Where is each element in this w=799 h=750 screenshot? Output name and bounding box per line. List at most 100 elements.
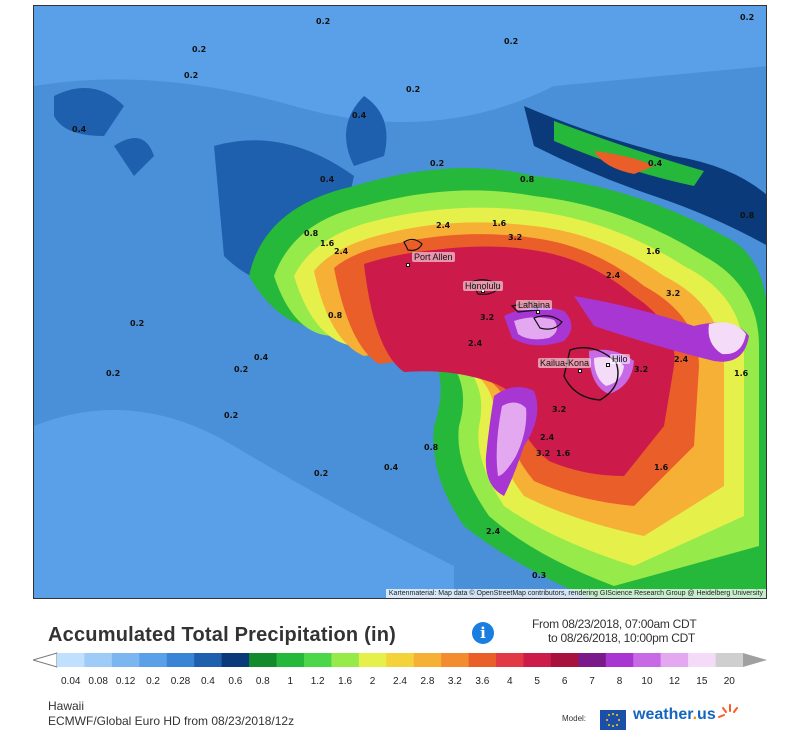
legend-label: 1.2 (310, 676, 325, 687)
contour-label: 0.2 (504, 37, 518, 46)
city-label-port-allen: Port Allen (412, 252, 455, 262)
contour-label: 3.2 (666, 289, 680, 298)
legend-swatch (633, 653, 662, 667)
period-from: From 08/23/2018, 07:00am CDT (532, 617, 697, 631)
contour-label: 0.2 (316, 17, 330, 26)
contour-label: 0.2 (106, 369, 120, 378)
contour-label: 0.4 (648, 159, 663, 168)
legend-label: 1.6 (338, 676, 353, 687)
contour-label: 2.4 (540, 433, 555, 442)
legend-label: 8 (616, 676, 623, 687)
legend-swatch (496, 653, 524, 667)
contour-label: 3.2 (536, 449, 550, 458)
map-attribution: Kartenmaterial: Map data © OpenStreetMap… (385, 589, 766, 598)
legend-label: 0.12 (115, 676, 136, 687)
contour-label: 2.4 (674, 355, 689, 364)
legend-label: 1 (287, 676, 294, 687)
legend-label: 0.04 (60, 676, 81, 687)
city-marker-kailua-kona (578, 369, 582, 373)
contour-label: 1.6 (556, 449, 571, 458)
contour-label: 2.4 (468, 339, 483, 348)
city-marker-port-allen (406, 263, 410, 267)
brand-dot: . (692, 706, 698, 723)
contour-label: 3.2 (634, 365, 648, 374)
legend-label: 0.2 (146, 676, 160, 687)
contour-label: 0.4 (72, 125, 87, 134)
contour-label: 0.2 (234, 365, 248, 374)
contour-label: 0.2 (314, 469, 328, 478)
legend-swatch (57, 653, 85, 667)
legend-swatch (84, 653, 113, 667)
city-label-kailua-kona: Kailua-Kona (538, 358, 592, 368)
contour-label: 3.2 (552, 405, 566, 414)
legend-label: 5 (534, 676, 540, 687)
contour-label: 0.8 (304, 229, 319, 238)
contour-label: 0.8 (520, 175, 535, 184)
contour-label: 2.4 (436, 221, 451, 230)
legend-label: 2.4 (393, 676, 407, 687)
contour-label: 1.6 (654, 463, 669, 472)
legend-label: 3.2 (447, 676, 462, 687)
legend-label: 0.28 (170, 676, 191, 687)
contour-label: 0.2 (184, 71, 198, 80)
info-icon[interactable]: i (472, 622, 494, 644)
contour-label: 0.8 (740, 211, 755, 220)
legend-swatch (550, 653, 579, 667)
contour-label: 2.4 (486, 527, 501, 536)
legend-label: 20 (723, 676, 735, 687)
legend-labels: 0.04 0.08 0.12 0.2 0.28 0.4 0.6 0.8 1 1.2 1.6 2 2.4 2… (0, 676, 799, 690)
contour-label: 1.6 (734, 369, 749, 378)
city-label-lahaina: Lahaina (516, 300, 553, 310)
region-name: Hawaii (48, 699, 85, 713)
contour-label: 1.6 (646, 247, 661, 256)
legend-label: 7 (589, 676, 595, 687)
legend-swatch (688, 653, 717, 667)
contour-label: 0.8 (328, 311, 343, 320)
city-marker-lahaina (536, 310, 540, 314)
precipitation-field: 0.2 0.2 0.2 0.2 0.2 0.2 0.4 0.4 0.4 0.8 … (34, 6, 766, 598)
contour-label: 2.4 (606, 271, 621, 280)
legend-swatch (413, 653, 442, 667)
brand-tld: us (697, 706, 716, 723)
legend-swatch (276, 653, 305, 667)
contour-label: 0.2 (740, 13, 754, 22)
contour-label: 0.2 (406, 85, 420, 94)
legend-color-scale (33, 652, 767, 668)
contour-label: 0.2 (192, 45, 206, 54)
city-label-hilo: Hilo (610, 354, 630, 364)
legend-swatch (139, 653, 168, 667)
legend-swatch (166, 653, 195, 667)
legend-swatch (358, 653, 387, 667)
city-marker-hilo (606, 363, 610, 367)
model-run: ECMWF/Global Euro HD from 08/23/2018/12z (48, 714, 295, 728)
contour-label: 0.3 (532, 571, 546, 580)
legend-label: 2 (369, 676, 376, 687)
legend-swatch (523, 653, 552, 667)
legend-swatch (249, 653, 278, 667)
page-title: Accumulated Total Precipitation (in) (48, 624, 396, 646)
legend-label: 12 (668, 676, 680, 687)
legend-swatch (468, 653, 497, 667)
contour-label: 0.8 (424, 443, 439, 452)
model-label: Model: (562, 714, 587, 723)
contour-label: 0.2 (430, 159, 444, 168)
contour-label: 0.4 (384, 463, 399, 472)
brand-logo[interactable]: weather.us (633, 706, 716, 724)
contour-label: 1.6 (320, 239, 335, 248)
legend-swatch (660, 653, 689, 667)
contour-label: 3.2 (508, 233, 522, 242)
contour-label: 3.2 (480, 313, 494, 322)
legend-label: 0.08 (88, 676, 108, 687)
contour-label: 0.2 (224, 411, 238, 420)
legend-label: 15 (696, 676, 708, 687)
contour-label: 0.4 (320, 175, 335, 184)
legend-swatch (194, 653, 223, 667)
legend-swatch (331, 653, 360, 667)
legend-arrow-min (33, 652, 58, 668)
contour-label: 0.4 (352, 111, 367, 120)
legend-label: 6 (561, 676, 568, 687)
legend-swatch (605, 653, 634, 667)
contour-label: 1.6 (492, 219, 507, 228)
precipitation-map[interactable]: 0.2 0.2 0.2 0.2 0.2 0.2 0.4 0.4 0.4 0.8 … (33, 5, 767, 599)
legend-label: 0.4 (200, 676, 215, 687)
